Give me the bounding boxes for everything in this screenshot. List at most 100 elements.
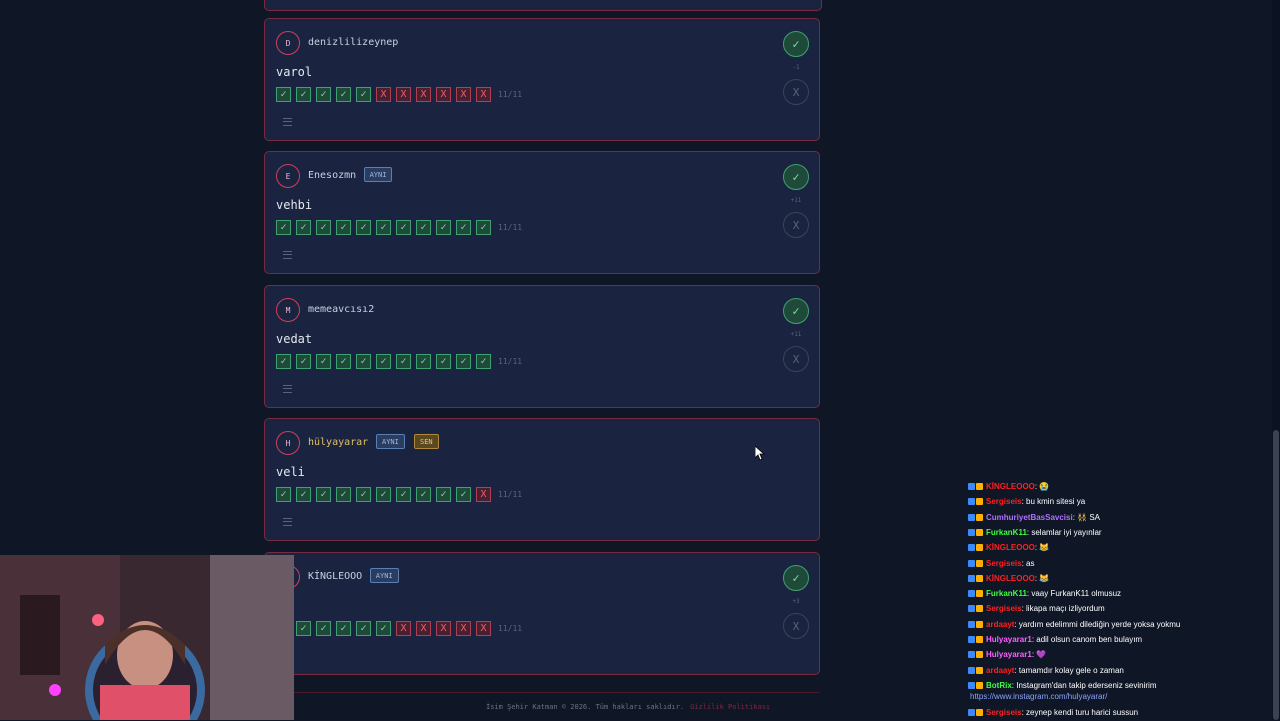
badge-icon bbox=[968, 651, 975, 659]
chat-username: FurkanK11 bbox=[986, 589, 1027, 599]
approve-button[interactable]: ✓ bbox=[783, 298, 809, 324]
chat-text: : Instagram'dan takip ederseniz seviniri… bbox=[1011, 680, 1157, 690]
badge-icon bbox=[976, 559, 983, 567]
chat-username: Sergiseis bbox=[986, 604, 1022, 614]
check-mark-icon: ✓ bbox=[376, 487, 391, 502]
reject-button[interactable]: X bbox=[783, 212, 809, 238]
approve-button[interactable]: ✓ bbox=[783, 164, 809, 190]
badge-icon bbox=[968, 605, 975, 613]
badge-icon bbox=[968, 559, 975, 567]
check-mark-icon: ✓ bbox=[356, 621, 371, 636]
reject-button[interactable]: X bbox=[783, 613, 809, 639]
avatar-initial: M bbox=[285, 305, 291, 315]
user-avatar: M bbox=[276, 298, 300, 322]
stream-chat: KİNGLEOOO: 😭 Sergiseis: bu kmin sitesi ya… bbox=[968, 480, 1268, 720]
check-mark-icon: ✓ bbox=[316, 220, 331, 235]
copyright-text: İsim Şehir Katman © 2026. Tüm hakları sa… bbox=[486, 703, 685, 711]
same-badge: AYNI bbox=[376, 434, 405, 449]
vote-delta: -1 bbox=[792, 64, 800, 71]
chat-message: KİNGLEOOO: 😭 bbox=[968, 480, 1049, 493]
reject-button[interactable]: X bbox=[783, 346, 809, 372]
chat-text: : yardım edelimmi dilediğin yerde yoksa … bbox=[1014, 619, 1181, 629]
cross-mark-icon: X bbox=[456, 87, 471, 102]
chat-message: Sergiseis: zeynep kendi turu harici suss… bbox=[968, 706, 1138, 719]
chat-message: Hulyayarar1: 💜 bbox=[968, 648, 1046, 661]
cross-mark-icon: X bbox=[476, 621, 491, 636]
chat-username: FurkanK11 bbox=[986, 527, 1027, 537]
badge-icon bbox=[976, 544, 983, 552]
badge-icon bbox=[968, 498, 975, 506]
check-mark-icon: ✓ bbox=[316, 487, 331, 502]
badge-icon bbox=[968, 681, 975, 689]
privacy-policy-link[interactable]: Gizlilik Politikası bbox=[690, 703, 771, 711]
score-text: 11/11 bbox=[498, 624, 523, 633]
badge-icon bbox=[976, 666, 983, 674]
chat-message: Sergiseis: as bbox=[968, 557, 1034, 570]
check-mark-icon: ✓ bbox=[416, 354, 431, 369]
badge-icon bbox=[968, 574, 975, 582]
check-icon: ✓ bbox=[792, 571, 800, 585]
badge-icon bbox=[976, 590, 983, 598]
check-mark-icon: ✓ bbox=[276, 220, 291, 235]
check-mark-icon: ✓ bbox=[436, 487, 451, 502]
avatar-initial: H bbox=[285, 438, 291, 448]
category-marks: ✓ ✓ ✓ ✓ ✓ ✓ ✓ ✓ ✓ ✓ ✓ 11/11 bbox=[276, 220, 522, 235]
check-mark-icon: ✓ bbox=[336, 354, 351, 369]
cross-mark-icon: X bbox=[396, 87, 411, 102]
check-mark-icon: ✓ bbox=[416, 220, 431, 235]
scrollbar[interactable] bbox=[1272, 0, 1280, 720]
check-mark-icon: ✓ bbox=[276, 354, 291, 369]
badge-icon bbox=[968, 513, 975, 521]
menu-icon[interactable] bbox=[283, 518, 292, 526]
check-mark-icon: ✓ bbox=[316, 87, 331, 102]
chat-username: ardaayt bbox=[986, 619, 1015, 629]
check-mark-icon: ✓ bbox=[396, 220, 411, 235]
badge-icon bbox=[968, 709, 975, 716]
scrollbar-thumb[interactable] bbox=[1273, 430, 1279, 720]
menu-icon[interactable] bbox=[283, 385, 292, 393]
check-mark-icon: ✓ bbox=[456, 487, 471, 502]
check-mark-icon: ✓ bbox=[476, 354, 491, 369]
badge-icon bbox=[968, 666, 975, 674]
same-badge: AYNI bbox=[363, 167, 393, 182]
category-marks: ✓ ✓ ✓ ✓ ✓ ✓ ✓ ✓ ✓ ✓ X 11/11 bbox=[276, 487, 522, 502]
menu-icon[interactable] bbox=[283, 251, 292, 259]
footer bbox=[264, 692, 820, 721]
answer-text: vedat bbox=[276, 332, 313, 346]
check-mark-icon: ✓ bbox=[276, 487, 291, 502]
chat-username: ardaayt bbox=[986, 665, 1015, 675]
chat-username: Sergiseis bbox=[986, 558, 1022, 568]
chat-text: : as bbox=[1021, 558, 1035, 568]
check-icon: ✓ bbox=[792, 304, 800, 318]
reject-button[interactable]: X bbox=[783, 79, 809, 105]
check-mark-icon: ✓ bbox=[416, 487, 431, 502]
chat-message: Hulyayarar1: adil olsun canom ben bulayı… bbox=[968, 633, 1142, 646]
chat-username: Sergiseis bbox=[986, 708, 1022, 717]
check-icon: ✓ bbox=[792, 37, 800, 51]
cross-mark-icon: X bbox=[436, 621, 451, 636]
chat-username: KİNGLEOOO bbox=[986, 482, 1035, 491]
user-avatar: D bbox=[276, 31, 300, 55]
check-mark-icon: ✓ bbox=[296, 220, 311, 235]
chat-text: : 💜 bbox=[1031, 650, 1047, 660]
check-mark-icon: ✓ bbox=[356, 487, 371, 502]
badge-icon bbox=[968, 590, 975, 598]
approve-button[interactable]: ✓ bbox=[783, 31, 809, 57]
badge-icon bbox=[968, 483, 975, 490]
chat-link[interactable]: https://www.instagram.com/hulyayarar/ bbox=[970, 692, 1108, 701]
chat-message: FurkanK11: vaay FurkanK11 olmusuz bbox=[968, 587, 1121, 600]
cross-mark-icon: X bbox=[476, 87, 491, 102]
chat-username: Sergiseis bbox=[986, 497, 1022, 507]
chat-text: : vaay FurkanK11 olmusuz bbox=[1026, 589, 1122, 599]
badge-icon bbox=[976, 651, 983, 659]
approve-button[interactable]: ✓ bbox=[783, 565, 809, 591]
answer-text: varol bbox=[276, 65, 313, 79]
chat-text: : 😹 bbox=[1034, 543, 1050, 553]
check-mark-icon: ✓ bbox=[356, 354, 371, 369]
badge-icon bbox=[968, 636, 975, 643]
menu-icon[interactable] bbox=[283, 118, 292, 126]
chat-text: : 😭 bbox=[1034, 482, 1050, 491]
user-avatar: H bbox=[276, 431, 300, 455]
badge-icon bbox=[976, 681, 983, 689]
